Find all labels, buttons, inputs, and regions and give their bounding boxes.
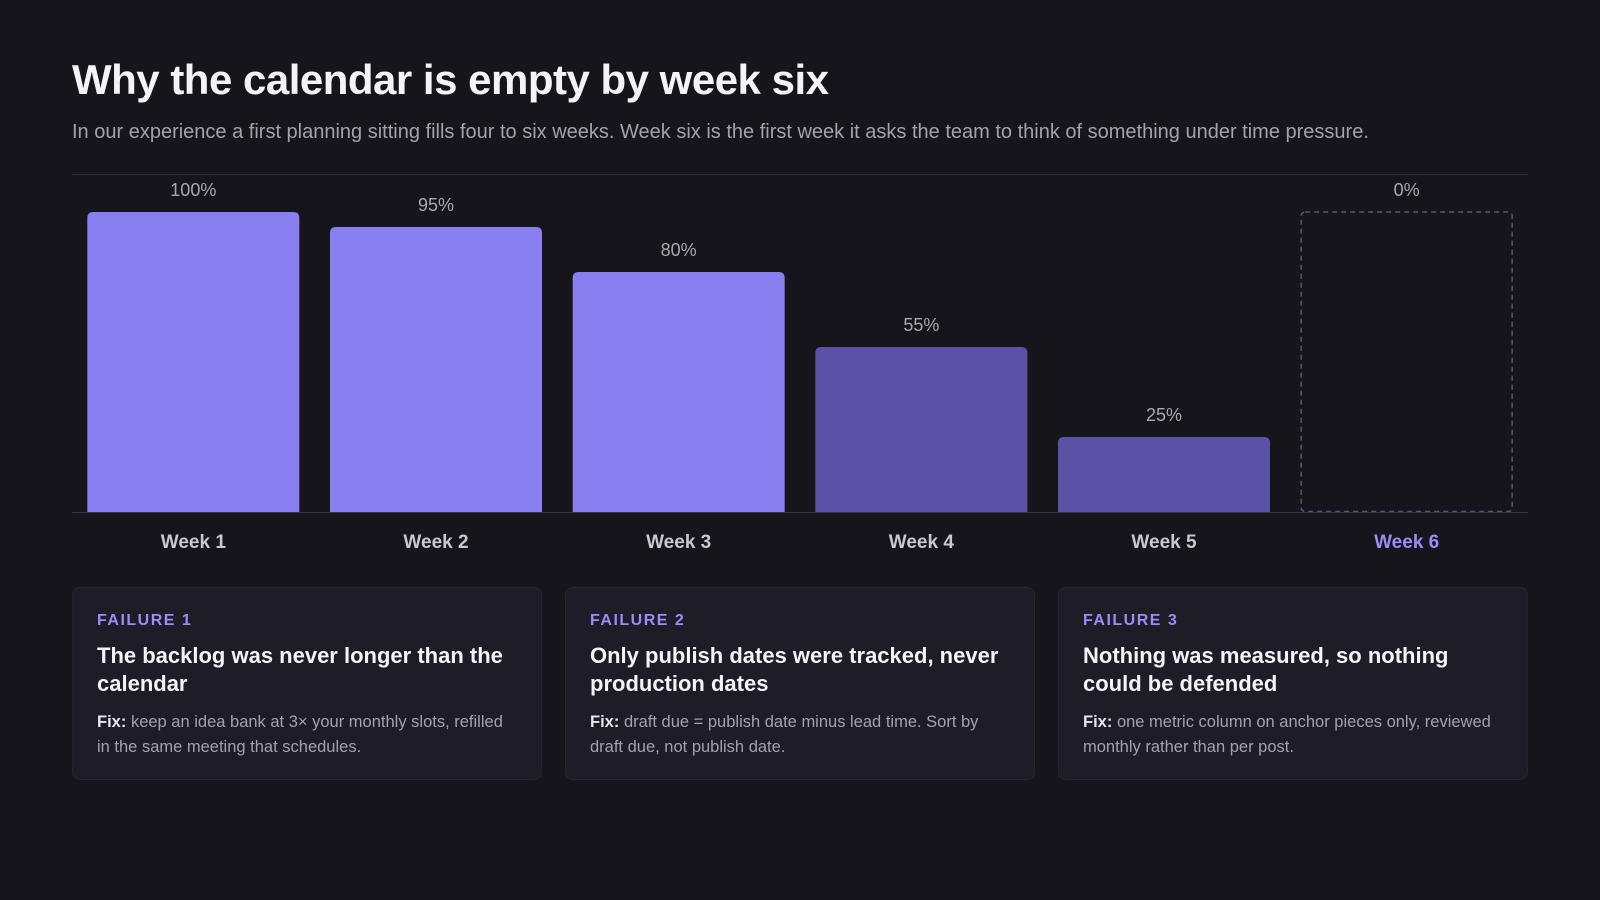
x-tick-label: Week 6: [1374, 532, 1439, 553]
failure-card-2: FAILURE 2 Only publish dates were tracke…: [565, 587, 1035, 780]
bar-week-6: [1300, 211, 1513, 513]
fix-label: Fix:: [1083, 713, 1113, 731]
bar-value-label: 80%: [661, 240, 697, 260]
fix-label: Fix:: [590, 713, 620, 731]
bar-week-3: [572, 272, 785, 512]
failure-cards: FAILURE 1 The backlog was never longer t…: [72, 587, 1528, 780]
page-subtitle: In our experience a first planning sitti…: [72, 121, 1369, 143]
page-title: Why the calendar is empty by week six: [72, 56, 829, 103]
bar-week-4: [815, 347, 1028, 512]
bar-week-1: [87, 212, 300, 512]
failure-fix: Fix: keep an idea bank at 3× your monthl…: [97, 710, 517, 760]
failure-title: Nothing was measured, so nothing could b…: [1083, 643, 1449, 696]
failure-card-1: FAILURE 1 The backlog was never longer t…: [72, 587, 542, 780]
failure-fix: Fix: one metric column on anchor pieces …: [1083, 710, 1503, 760]
header-divider: [72, 174, 1528, 175]
bar-value-label: 95%: [418, 195, 454, 215]
fix-text: draft due = publish date minus lead time…: [590, 713, 979, 756]
failure-tag: FAILURE 2: [590, 612, 686, 629]
failure-title: The backlog was never longer than the ca…: [97, 643, 503, 696]
x-tick-label: Week 2: [403, 532, 468, 553]
x-tick-label: Week 3: [646, 532, 711, 553]
fix-label: Fix:: [97, 713, 127, 731]
bar-week-2: [330, 227, 542, 512]
failure-title: Only publish dates were tracked, never p…: [590, 643, 999, 696]
x-tick-label: Week 4: [889, 532, 955, 553]
bar-week-5: [1058, 437, 1270, 512]
bar-chart: 100% Week 1 95% Week 2 80% Week 3 55% Week 4 25%…: [72, 180, 1528, 553]
failure-tag: FAILURE 1: [97, 612, 193, 629]
failure-card-3: FAILURE 3 Nothing was measured, so nothi…: [1058, 587, 1528, 780]
failure-tag: FAILURE 3: [1083, 612, 1179, 629]
x-tick-label: Week 1: [161, 532, 227, 553]
bar-value-label: 25%: [1146, 405, 1182, 425]
fix-text: keep an idea bank at 3× your monthly slo…: [97, 713, 503, 756]
bar-value-label: 0%: [1394, 180, 1420, 200]
failure-fix: Fix: draft due = publish date minus lead…: [590, 710, 1010, 760]
bar-value-label: 100%: [170, 180, 216, 200]
bar-value-label: 55%: [903, 315, 939, 335]
x-tick-label: Week 5: [1131, 532, 1197, 553]
fix-text: one metric column on anchor pieces only,…: [1083, 713, 1491, 756]
